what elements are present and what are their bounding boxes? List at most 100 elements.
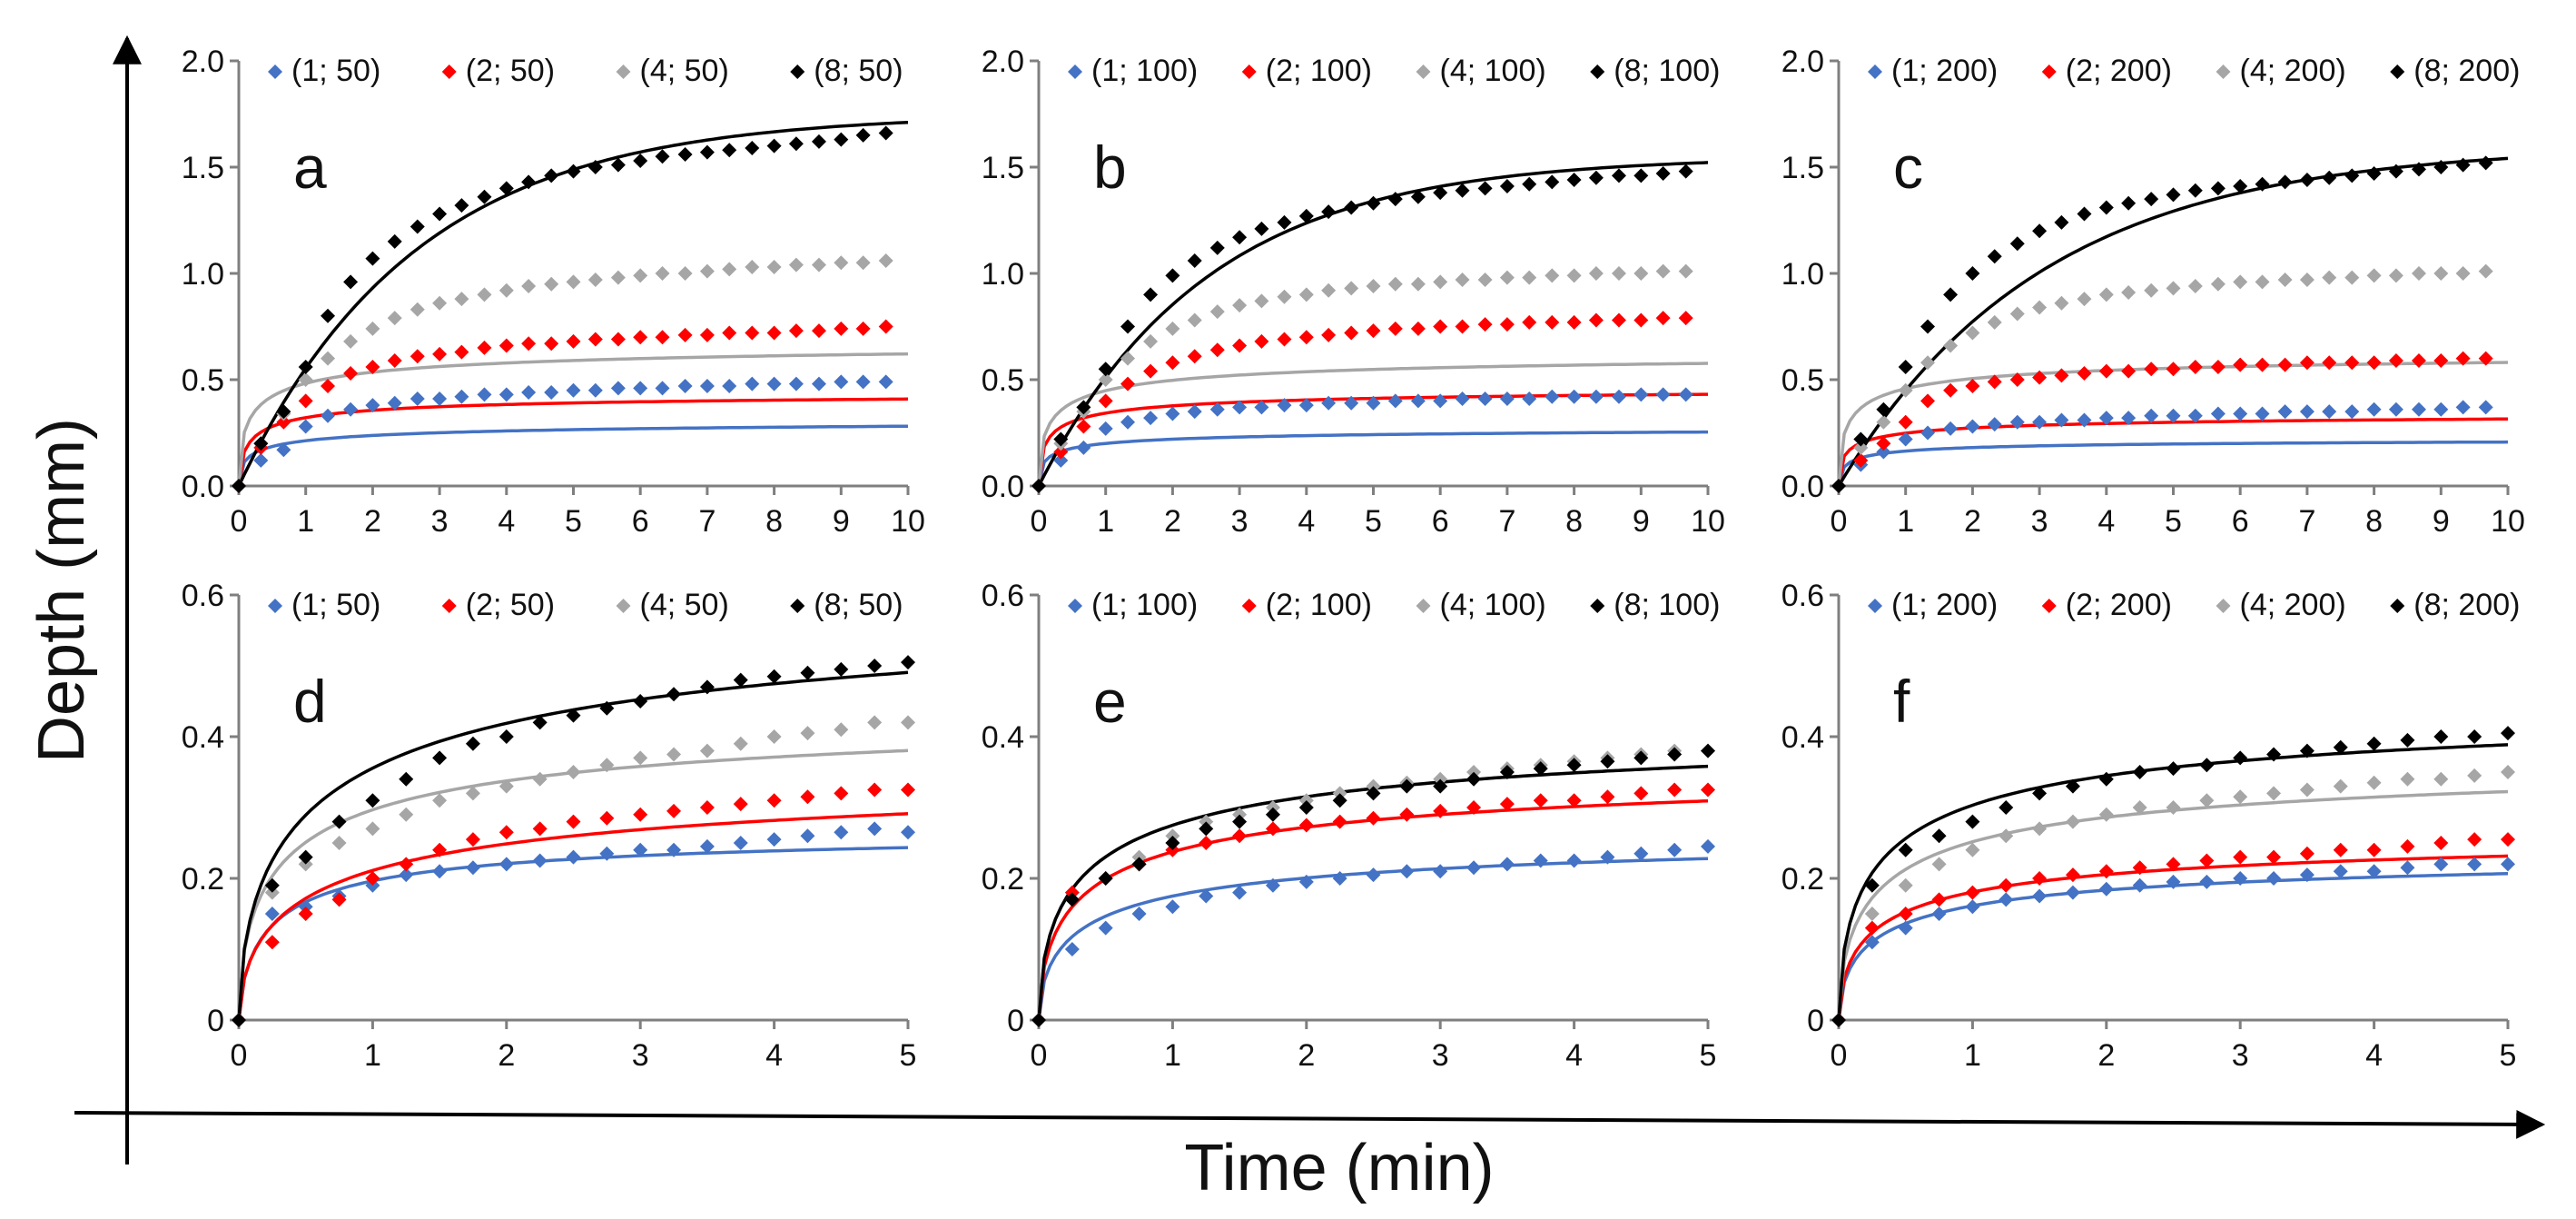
data-point <box>1277 214 1292 230</box>
data-point <box>1545 314 1560 330</box>
data-point <box>2467 729 2482 744</box>
data-point <box>699 679 715 695</box>
data-point <box>1399 778 1415 794</box>
x-tick-label: 5 <box>1365 504 1382 539</box>
data-point <box>1098 871 1113 886</box>
panel-d: 0 0.2 0.4 0.6 0 1 2 3 4 5 (1; 50) (2; 50) (4; 50) (8;… <box>182 579 917 1073</box>
data-point <box>1898 414 1913 430</box>
data-point <box>2299 404 2314 420</box>
data-point <box>477 340 492 355</box>
data-point <box>610 381 626 396</box>
data-point <box>834 255 849 271</box>
data-point <box>2366 166 2382 182</box>
data-point <box>566 274 581 290</box>
data-point <box>2411 266 2426 281</box>
data-point <box>2098 807 2114 822</box>
data-point <box>1199 888 1214 904</box>
x-tick-label: 8 <box>1565 504 1583 539</box>
data-point <box>1265 877 1280 893</box>
data-point <box>2455 351 2471 366</box>
data-point <box>1667 842 1683 857</box>
data-point <box>2132 800 2147 815</box>
data-point <box>2009 306 2025 322</box>
data-point <box>1667 747 1683 762</box>
data-point <box>2065 778 2080 794</box>
fit-curve--4-50- <box>237 352 909 487</box>
data-point <box>298 393 313 409</box>
data-point <box>1898 920 1913 936</box>
data-point <box>1031 1013 1046 1027</box>
legend-marker <box>2216 64 2231 79</box>
data-point <box>766 669 782 684</box>
x-tick-label: 9 <box>1633 504 1650 539</box>
data-point <box>1876 401 1891 417</box>
data-point <box>1864 877 1880 893</box>
data-point <box>2266 786 2282 801</box>
data-point <box>521 279 537 294</box>
data-point <box>264 877 280 893</box>
x-tick-label: 2 <box>1164 504 1181 539</box>
data-point <box>1999 892 2014 907</box>
legend-marker <box>1590 599 1605 613</box>
data-point <box>1076 400 1091 415</box>
x-tick-label: 6 <box>1432 504 1449 539</box>
data-point <box>1898 382 1913 398</box>
data-point <box>2277 404 2293 420</box>
data-point <box>2233 179 2248 194</box>
data-point <box>1999 828 2014 844</box>
data-point <box>699 800 715 815</box>
data-point <box>2266 747 2282 762</box>
data-point <box>365 793 380 808</box>
data-point <box>2166 281 2181 296</box>
data-point <box>2501 726 2515 741</box>
x-tick-label: 1 <box>1964 1038 1981 1073</box>
data-point <box>901 715 915 730</box>
data-point <box>566 849 581 865</box>
data-point <box>2077 206 2092 222</box>
data-point <box>699 327 715 342</box>
data-point <box>1920 425 1936 441</box>
x-tick-label: 1 <box>1164 1038 1181 1073</box>
data-point <box>587 160 603 174</box>
data-point <box>2455 400 2471 415</box>
data-point <box>2299 867 2314 883</box>
data-point <box>465 736 480 751</box>
data-point <box>399 771 414 787</box>
x-tick-label: 9 <box>2433 504 2450 539</box>
data-point <box>2132 765 2147 779</box>
data-point <box>1298 287 1314 302</box>
data-point <box>1588 170 1604 185</box>
legend-marker <box>441 599 457 613</box>
data-point <box>432 346 448 362</box>
x-tick-label: 5 <box>565 504 582 539</box>
data-point <box>2433 771 2449 787</box>
data-point <box>532 771 548 787</box>
data-point <box>666 747 682 762</box>
data-point <box>365 398 380 413</box>
x-tick-label: 4 <box>1565 1038 1583 1073</box>
data-point <box>1209 304 1225 320</box>
data-point <box>1433 778 1448 794</box>
data-point <box>1943 287 1959 302</box>
panel-letter: e <box>1093 668 1127 735</box>
data-point <box>766 793 782 808</box>
data-point <box>633 381 648 396</box>
x-tick-label: 5 <box>2500 1038 2517 1073</box>
legend-marker <box>268 64 282 79</box>
data-point <box>1098 393 1113 409</box>
data-point <box>1633 312 1649 328</box>
data-point <box>1600 754 1615 769</box>
data-point <box>1522 391 1537 407</box>
data-point <box>1566 268 1582 283</box>
data-point <box>1678 164 1693 179</box>
data-point <box>1209 342 1225 358</box>
data-point <box>1344 325 1359 341</box>
data-point <box>2255 176 2270 192</box>
x-tick-label: 0 <box>1031 1038 1048 1073</box>
data-point <box>410 219 425 234</box>
data-point <box>2144 362 2159 377</box>
data-point <box>365 359 380 374</box>
fit-curve--1-200- <box>1837 440 2509 487</box>
data-point <box>2411 401 2426 417</box>
data-point <box>1232 298 1248 313</box>
